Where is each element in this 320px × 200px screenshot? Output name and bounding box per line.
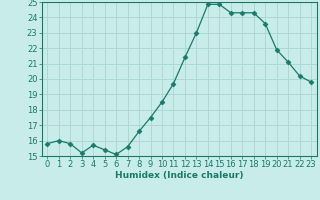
X-axis label: Humidex (Indice chaleur): Humidex (Indice chaleur) <box>115 171 244 180</box>
